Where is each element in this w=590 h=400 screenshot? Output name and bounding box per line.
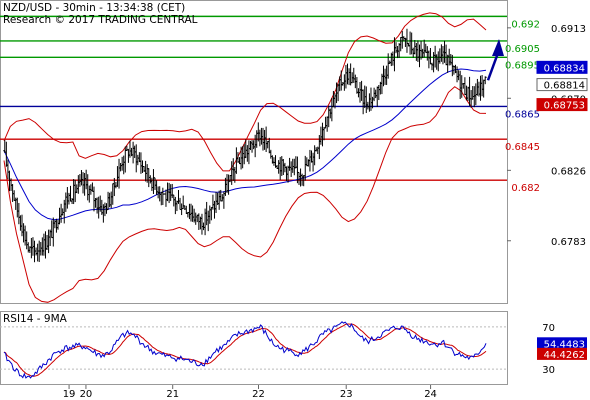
projection-arrow — [486, 38, 504, 81]
projection-arrow-head — [492, 38, 504, 56]
price-plot-area — [0, 12, 507, 303]
price-tick-label-2: 0.6826 — [551, 166, 586, 177]
level-label-3: 0.6865 — [505, 109, 540, 120]
rsi-title: RSI14 - 9MA — [3, 313, 68, 325]
time-tick-label-4: 23 — [340, 389, 353, 400]
time-tick-label-5: 24 — [424, 389, 437, 400]
price-badge-label-0: 0.68834 — [544, 63, 585, 74]
price-panel-frame — [0, 0, 508, 304]
price-badge-box-2 — [536, 98, 588, 112]
rsi-axis: 70 30 — [542, 323, 555, 376]
time-tick-label-1: 20 — [80, 389, 93, 400]
bollinger-lower-band — [3, 86, 487, 303]
projection-arrow-shaft — [486, 52, 500, 81]
time-tick-label-3: 22 — [252, 389, 265, 400]
level-label-4: 0.6845 — [505, 142, 540, 153]
rsi-series — [3, 321, 487, 379]
price-tick-label-3: 0.6783 — [551, 237, 586, 248]
price-tick-label-0: 0.6913 — [551, 24, 586, 35]
price-bar — [483, 76, 487, 85]
level-labels: 0.692 0.6905 0.6895 0.6865 0.6845 0.682 — [505, 19, 540, 194]
moving-average-line — [3, 68, 487, 221]
chart-copyright: Research © 2017 TRADING CENTRAL — [3, 14, 198, 26]
rsi-ma-line — [3, 323, 487, 377]
level-label-5: 0.682 — [511, 183, 540, 194]
price-badge-box-0 — [536, 60, 588, 74]
rsi-badge-label-0: 54.4483 — [544, 339, 585, 350]
rsi-panel-frame — [0, 311, 508, 385]
rsi-line — [3, 321, 487, 379]
moving-average — [3, 68, 487, 221]
price-badge-label-2: 0.68753 — [544, 101, 585, 112]
time-tick-label-0: 19 — [63, 389, 76, 400]
bollinger-upper-band — [3, 12, 487, 172]
price-panel: 0.692 0.6905 0.6895 0.6865 0.6845 0.682 0.691… — [0, 0, 588, 304]
level-label-0: 0.692 — [511, 19, 540, 30]
level-label-1: 0.6905 — [505, 44, 540, 55]
rsi-badge-label-1: 44.4262 — [544, 350, 585, 361]
rsi-plot-area — [0, 321, 507, 379]
chart-title: NZD/USD - 30min - 13:34:38 (CET) — [3, 2, 185, 14]
rsi-tick-label-1: 30 — [542, 365, 555, 376]
rsi-tick-label-0: 70 — [542, 323, 555, 334]
time-tick-label-2: 21 — [166, 389, 179, 400]
price-bars — [3, 28, 487, 263]
bollinger-bands — [3, 12, 487, 303]
price-badges: 0.68834 0.68814 0.68753 — [536, 60, 588, 112]
price-badge-label-1: 0.68814 — [544, 81, 585, 92]
rsi-badge-box-1 — [537, 347, 587, 360]
rsi-gridlines — [0, 326, 507, 370]
rsi-badge-box-0 — [537, 337, 587, 350]
level-label-2: 0.6895 — [505, 60, 540, 71]
time-axis: 19 20 21 22 23 24 — [63, 385, 437, 400]
price-badge-box-1 — [536, 78, 588, 92]
